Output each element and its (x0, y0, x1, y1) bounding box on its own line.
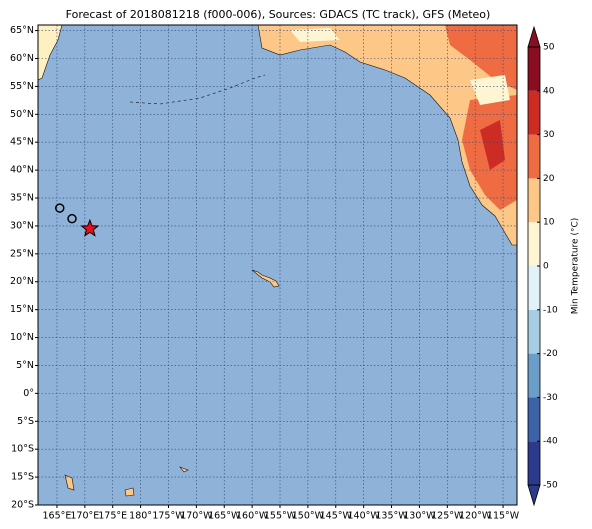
y-tick-label: 25°N (10, 248, 34, 259)
colorbar-extend (527, 484, 541, 507)
map-frame (37, 24, 518, 506)
colorbar-label: Min Temperature (°C) (571, 218, 581, 315)
colorbar-band (528, 397, 540, 442)
x-tick-label: 155°W (264, 511, 297, 522)
x-tick-label: 125°W (431, 511, 464, 522)
y-tick-label: 35°N (10, 193, 34, 204)
x-tick-label: 175°E (98, 511, 127, 522)
colorbar-tick-label: 20 (543, 174, 555, 184)
y-tick-label: 15°S (11, 472, 34, 483)
x-tick-label: 145°W (320, 511, 353, 522)
y-tick-label: 30°N (10, 220, 34, 231)
x-tick-label: 180° (129, 511, 152, 522)
y-tick-label: 10°S (11, 444, 34, 455)
colorbar-tick-label: -40 (543, 437, 558, 447)
x-tick-label: 175°W (152, 511, 185, 522)
colorbar-tick-label: 30 (543, 130, 555, 140)
y-tick-label: 40°N (10, 165, 34, 176)
colorbar-band (528, 47, 540, 91)
y-tick-label: 55°N (10, 81, 34, 92)
colorbar-band (528, 309, 540, 354)
y-tick-label: 60°N (10, 53, 34, 64)
colorbar-tick-label: -10 (543, 305, 558, 315)
y-tick-label: 15°N (10, 304, 34, 315)
x-tick-label: 115°W (487, 511, 520, 522)
x-tick-label: 130°W (403, 511, 436, 522)
x-tick-label: 140°W (348, 511, 381, 522)
y-tick-label: 65°N (10, 25, 34, 36)
colorbar-band (528, 266, 540, 310)
track-point (54, 203, 65, 213)
ocean (38, 25, 517, 505)
y-tick-label: 20°N (10, 276, 34, 287)
colorbar-band (528, 441, 540, 485)
colorbar-tick-label: 10 (543, 218, 555, 228)
y-tick-label: 0° (23, 388, 34, 399)
colorbar-band (528, 178, 540, 223)
x-tick-label: 135°W (375, 511, 408, 522)
x-tick-label: 160°W (236, 511, 269, 522)
x-tick-label: 170°W (180, 511, 213, 522)
x-tick-label: 165°W (208, 511, 241, 522)
x-tick-label: 170°E (70, 511, 99, 522)
colorbar-tick-label: 50 (543, 43, 555, 53)
colorbar-tick-label: 40 (543, 86, 555, 96)
colorbar-tick-label: -20 (543, 349, 558, 359)
x-tick-label: 150°W (292, 511, 325, 522)
x-tick-label: 120°W (459, 511, 492, 522)
colorbar-band (528, 353, 540, 398)
track-point (67, 213, 77, 224)
y-tick-label: 20°S (11, 500, 34, 511)
storm-position (80, 218, 100, 237)
y-tick-label: 10°N (10, 332, 34, 343)
colorbar-band (528, 90, 540, 135)
colorbar-extend (527, 25, 541, 48)
y-tick-label: 5°S (17, 416, 34, 427)
colorbar-band (528, 222, 540, 266)
y-tick-label: 5°N (16, 360, 34, 371)
y-tick-label: 45°N (10, 137, 34, 148)
colorbar-band (528, 134, 540, 179)
colorbar-tick-label: -30 (543, 393, 558, 403)
map-title: Forecast of 2018081218 (f000-006), Sourc… (66, 8, 491, 21)
colorbar-tick-label: 0 (543, 262, 549, 272)
x-tick-label: 165°E (43, 511, 72, 522)
y-tick-label: 50°N (10, 109, 34, 120)
colorbar-tick-label: -50 (543, 481, 558, 491)
